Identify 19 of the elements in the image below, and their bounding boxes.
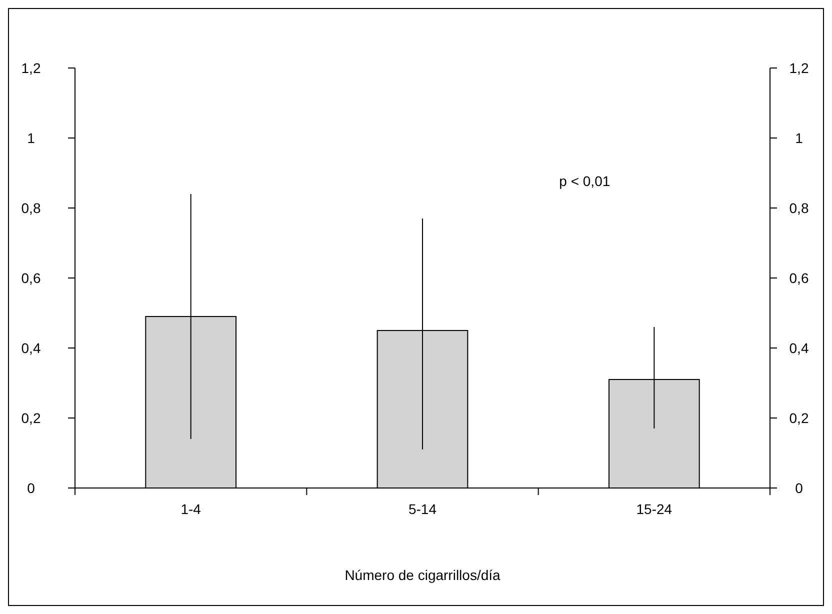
y-tick-label: 0,2 xyxy=(21,410,41,426)
x-axis-title: Número de cigarrillos/día xyxy=(344,567,501,583)
x-tick-label: 15-24 xyxy=(636,501,672,517)
y2-tick-label: 0 xyxy=(795,480,804,496)
y2-tick-label: 1 xyxy=(795,130,804,146)
y-tick-label: 0,6 xyxy=(21,270,41,286)
y2-tick-label: 1,2 xyxy=(789,60,809,76)
y2-tick-label: 0,2 xyxy=(789,410,809,426)
y-tick-label: 0,4 xyxy=(21,340,41,356)
y-tick-label: 1,2 xyxy=(21,60,41,76)
y-tick-label: 0,8 xyxy=(21,200,41,216)
x-tick-label: 5-14 xyxy=(408,501,437,517)
annotation: p < 0,01 xyxy=(559,173,610,189)
y-tick-label: 0 xyxy=(27,480,36,496)
y2-tick-label: 0,8 xyxy=(789,200,809,216)
y-tick-label: 1 xyxy=(27,130,36,146)
y2-tick-label: 0,6 xyxy=(789,270,809,286)
x-tick-label: 1-4 xyxy=(180,501,202,517)
y2-tick-label: 0,4 xyxy=(789,340,809,356)
